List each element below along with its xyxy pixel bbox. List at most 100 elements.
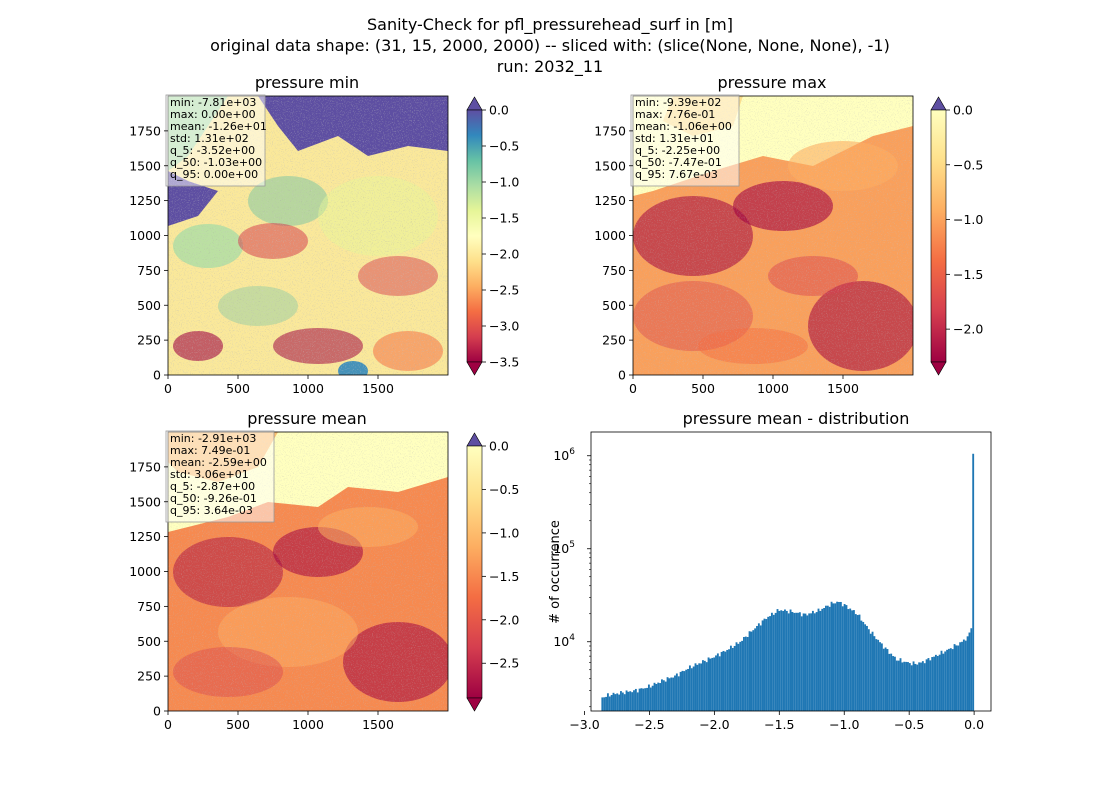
- histogram-bar: [813, 613, 816, 711]
- histogram-bar: [838, 601, 840, 711]
- histogram-bar: [942, 653, 945, 711]
- y-tick-label: 1500: [129, 494, 161, 509]
- y-tick-label: 1750: [129, 459, 161, 474]
- colorbar-tick-label: −2.0: [489, 247, 519, 262]
- histogram-bar: [655, 683, 658, 711]
- stat-line: mean: -1.06e+00: [635, 120, 732, 133]
- histogram-bar: [776, 609, 779, 711]
- histogram-bar: [830, 601, 833, 711]
- histogram-bar: [621, 692, 624, 711]
- histogram-bar: [823, 608, 826, 711]
- heatmap-axes: 0 500 1000 1500 0 250 500 750 1000 1250 1500 1750: [129, 123, 394, 396]
- stat-line: mean: -1.26e+01: [170, 120, 267, 133]
- histogram-bar: [670, 677, 673, 711]
- stat-line: q_50: -9.26e-01: [170, 492, 257, 505]
- x-tick-label: −1.0: [829, 717, 859, 732]
- colorbar-tick-label: −1.0: [489, 525, 519, 540]
- histogram-bar: [601, 697, 604, 711]
- panel-distribution: pressure mean - distribution # of occurr…: [548, 409, 992, 732]
- histogram-bar: [955, 645, 958, 711]
- stat-line: min: -2.91e+03: [170, 432, 256, 445]
- colorbar-extend-min: [930, 361, 947, 376]
- histogram-bar: [811, 610, 814, 711]
- histogram-bar: [946, 649, 949, 711]
- histogram-bar: [606, 693, 609, 711]
- histogram-bar: [748, 631, 751, 711]
- histogram-bar: [679, 671, 682, 711]
- histogram-bar: [825, 605, 827, 711]
- histogram-bar: [828, 606, 831, 711]
- y-tick-label: 106: [553, 447, 575, 463]
- histogram-bar: [882, 648, 885, 711]
- histogram-bar: [642, 688, 645, 711]
- histogram-bar: [784, 609, 786, 711]
- histogram-bar: [785, 610, 788, 711]
- histogram-bar: [778, 610, 781, 711]
- histogram-bar: [612, 692, 615, 711]
- colorbar-tick-label: −2.5: [489, 283, 519, 298]
- histogram-bar: [817, 608, 820, 711]
- heatmap-axes: 0 500 1000 1500 0 250 500 750 1000 1250 1500 1750: [594, 123, 859, 396]
- histogram-bar: [767, 616, 770, 711]
- histogram-bar: [625, 690, 628, 711]
- colorbar-gradient: [466, 445, 483, 699]
- histogram-bar: [752, 630, 755, 711]
- stat-line: q_95: 7.67e-03: [635, 168, 718, 181]
- colorbar-tick-label: −2.0: [953, 322, 983, 337]
- panel-pressure-min: pressure min min: -7.81e+03 max: 0.00e+0…: [129, 73, 519, 396]
- colorbar-tick-label: −1.5: [489, 211, 519, 226]
- histogram-bar: [808, 613, 811, 711]
- heatmap-image: [633, 96, 913, 375]
- colorbar-extend-max: [466, 96, 483, 111]
- histogram-bar: [724, 651, 727, 711]
- colorbar-tick-label: −1.5: [489, 569, 519, 584]
- histogram-bar: [605, 696, 607, 711]
- y-tick-label: 750: [137, 599, 161, 614]
- colorbar: 0.0 −0.5 −1.0 −1.5 −2.0 −2.5 −3.0 −3.5: [466, 96, 519, 376]
- figure-title-line-3: run: 2032_11: [497, 57, 603, 77]
- histogram-bar: [951, 649, 954, 711]
- x-tick-label: 1000: [292, 717, 324, 732]
- y-tick-label: 500: [137, 634, 161, 649]
- histogram-bar: [914, 663, 917, 711]
- histogram-bar: [860, 620, 863, 711]
- histogram-bar: [603, 697, 606, 711]
- colorbar-extend-min: [466, 361, 483, 376]
- y-tick-label: 104: [553, 633, 575, 649]
- histogram-bar: [843, 604, 846, 711]
- histogram-bar: [687, 668, 689, 711]
- histogram-bar: [761, 620, 764, 711]
- histogram-bar: [821, 608, 824, 711]
- histogram-bar: [649, 687, 652, 711]
- histogram-bar: [614, 694, 617, 711]
- histogram-bar: [936, 655, 939, 711]
- figure-title-line-1: Sanity-Check for pfl_pressurehead_surf i…: [367, 15, 733, 35]
- histogram-bar: [610, 695, 613, 711]
- histogram-bar: [772, 614, 775, 711]
- histogram-bar: [957, 645, 960, 711]
- histogram-bar: [618, 694, 621, 711]
- histogram-bar: [920, 662, 922, 711]
- histogram-bar: [793, 612, 796, 711]
- x-tick-label: 1000: [292, 381, 324, 396]
- histogram-bar: [903, 661, 906, 711]
- histogram-bar: [636, 692, 639, 711]
- histogram-bar: [933, 656, 935, 711]
- histogram-bar: [839, 601, 842, 711]
- histogram-bar: [905, 661, 908, 711]
- histogram-bar: [873, 636, 876, 711]
- histogram-bar: [688, 665, 691, 711]
- histogram-bar: [836, 601, 839, 711]
- histogram-bar: [750, 631, 753, 711]
- stat-line: mean: -2.59e+00: [170, 456, 267, 469]
- histogram-bar: [726, 649, 729, 711]
- histogram-bar: [608, 696, 611, 711]
- colorbar-tick-label: −0.5: [489, 139, 519, 154]
- stats-box: min: -2.91e+03 max: 7.49e-01 mean: -2.59…: [165, 430, 275, 523]
- colorbar-gradient: [466, 109, 483, 363]
- histogram-bar: [910, 665, 913, 711]
- colorbar-extend-max: [466, 432, 483, 447]
- histogram-bar: [877, 639, 880, 711]
- histogram-bar: [696, 664, 699, 711]
- histogram-bar: [832, 603, 835, 711]
